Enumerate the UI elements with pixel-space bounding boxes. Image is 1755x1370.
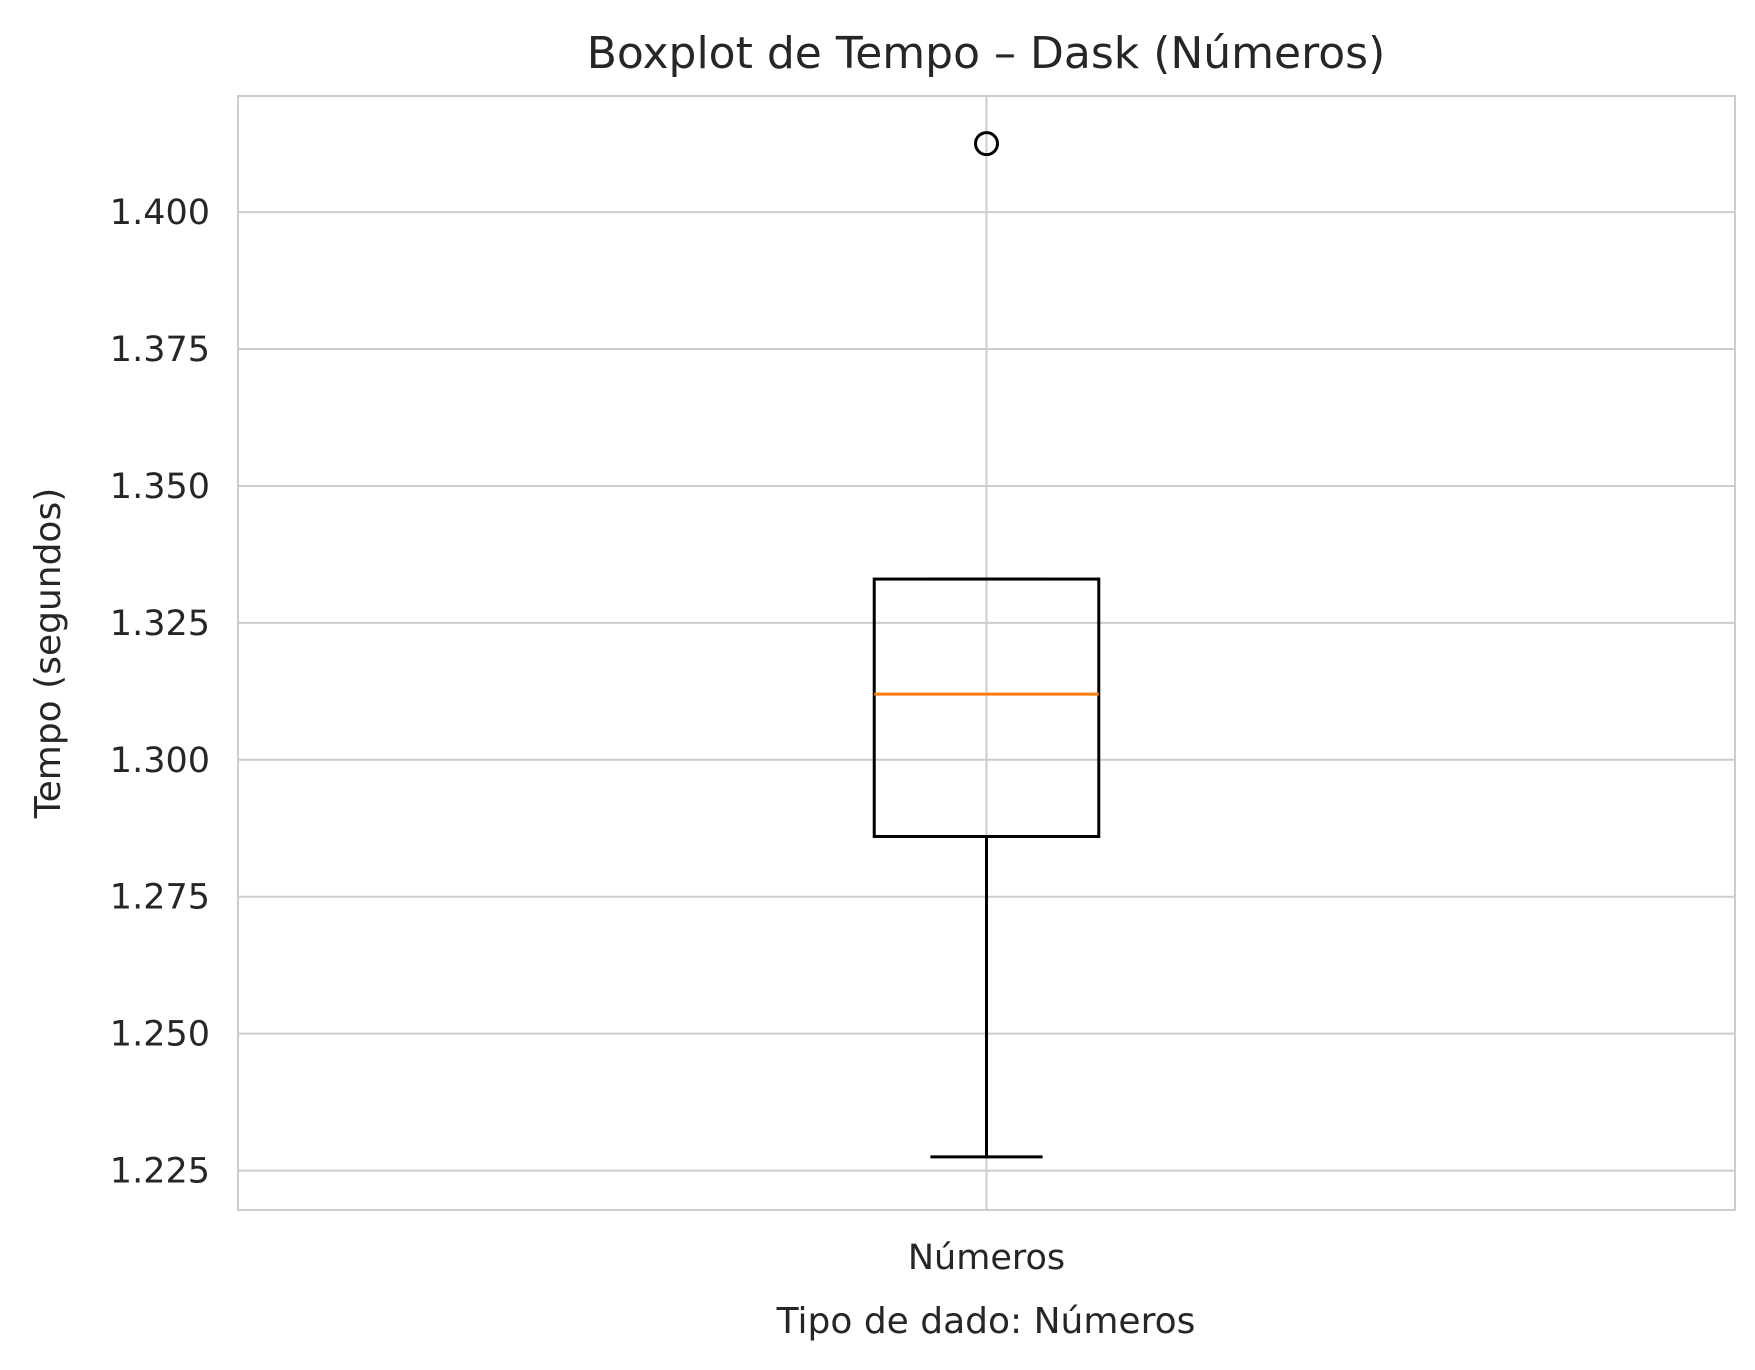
y-axis-label: Tempo (segundos) <box>28 488 69 820</box>
y-tick-label: 1.375 <box>110 330 210 370</box>
x-axis-label: Tipo de dado: Números <box>776 1301 1196 1342</box>
y-tick-label: 1.250 <box>110 1015 210 1055</box>
y-tick-label: 1.275 <box>110 878 210 918</box>
plot-frame <box>237 95 1736 1211</box>
chart-title: Boxplot de Tempo – Dask (Números) <box>587 28 1386 79</box>
y-tick-label: 1.400 <box>110 193 210 233</box>
x-tick-label: Números <box>908 1238 1065 1278</box>
y-tick-label: 1.350 <box>110 467 210 507</box>
box-group <box>872 131 1101 1159</box>
y-tick-label: 1.325 <box>110 604 210 644</box>
tick-labels: 1.225 1.250 1.275 1.300 1.325 1.350 1.375 1.400… <box>110 193 1065 1278</box>
box-layer <box>872 131 1101 1159</box>
outlier-point <box>974 131 999 157</box>
grid-layer <box>238 96 1735 1210</box>
y-tick-label: 1.300 <box>110 741 210 781</box>
y-tick-label: 1.225 <box>110 1152 210 1192</box>
